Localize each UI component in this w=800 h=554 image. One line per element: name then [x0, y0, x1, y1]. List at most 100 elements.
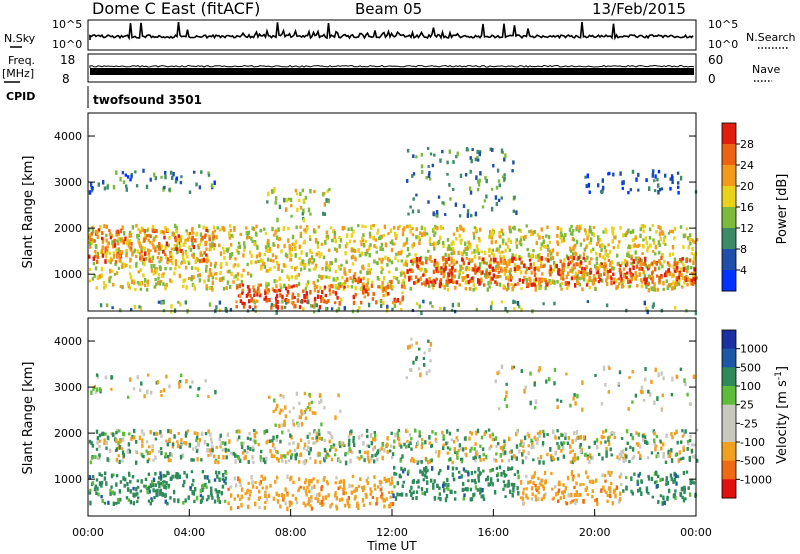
range-time-cell [448, 149, 451, 154]
range-time-cell [448, 183, 451, 187]
range-time-cell [429, 242, 432, 247]
range-time-cell [664, 460, 668, 464]
range-time-cell [606, 275, 609, 280]
nsky-panel: N.Sky 10^5 10^0 10^5 10^0 N.Search [4, 18, 796, 51]
range-time-cell [194, 445, 198, 450]
range-time-cell [640, 284, 644, 288]
range-time-cell [390, 476, 393, 480]
range-time-cell [157, 300, 161, 304]
range-time-cell [564, 432, 567, 437]
range-time-cell [359, 270, 362, 274]
range-time-cell [477, 251, 480, 256]
range-time-cell [116, 254, 119, 259]
range-time-cell [569, 255, 573, 259]
velocity-colorbar-label: Velocity [m s-1] [774, 366, 790, 464]
range-time-cell [450, 259, 453, 265]
range-time-cell [606, 493, 609, 498]
range-time-cell [310, 478, 313, 484]
range-time-cell [237, 245, 240, 249]
range-time-cell [129, 499, 133, 505]
range-time-cell [227, 487, 230, 491]
range-time-cell [154, 489, 158, 493]
range-time-cell [446, 246, 450, 252]
range-time-cell [518, 240, 522, 245]
range-time-cell [276, 260, 279, 266]
range-time-cell [473, 447, 476, 451]
colorbar-swatch [722, 442, 736, 462]
range-time-cell [322, 211, 325, 216]
range-time-cell [483, 283, 486, 287]
range-time-cell [657, 190, 660, 195]
range-time-cell [488, 260, 492, 265]
range-time-cell [677, 185, 680, 189]
range-time-cell [329, 504, 332, 509]
range-time-cell [290, 455, 293, 460]
range-time-cell [627, 250, 630, 254]
range-time-cell [579, 242, 583, 247]
range-time-cell [438, 486, 441, 490]
range-time-cell [634, 270, 637, 276]
range-time-cell [407, 443, 411, 448]
range-time-cell [442, 434, 445, 440]
range-time-cell [515, 456, 518, 461]
range-time-cell [540, 227, 543, 232]
range-time-cell [507, 458, 511, 463]
range-time-cell [331, 436, 334, 440]
range-time-cell [401, 295, 405, 300]
range-time-cell [187, 260, 190, 264]
range-time-cell [176, 440, 179, 444]
range-time-cell [420, 282, 424, 286]
range-time-cell [433, 263, 436, 267]
range-time-cell [247, 292, 250, 297]
range-time-cell [100, 249, 104, 254]
range-time-cell [323, 448, 327, 453]
range-time-cell [439, 496, 442, 502]
range-time-cell [513, 473, 517, 477]
range-time-cell [116, 497, 120, 502]
range-time-cell [105, 481, 108, 486]
range-time-cell [508, 225, 511, 231]
range-time-cell [218, 489, 221, 494]
range-time-cell [435, 277, 439, 281]
range-time-cell [440, 266, 443, 270]
range-time-cell [482, 494, 485, 499]
range-time-cell [544, 279, 548, 284]
range-time-cell [139, 287, 142, 291]
range-time-cell [562, 483, 565, 487]
range-time-cell [266, 257, 270, 262]
range-time-cell [253, 242, 256, 246]
range-time-cell [193, 431, 196, 435]
range-time-cell [539, 246, 542, 251]
range-time-cell [561, 273, 564, 278]
range-time-cell [618, 475, 621, 479]
range-time-cell [436, 261, 439, 265]
range-time-cell [334, 239, 338, 244]
range-time-cell [166, 442, 169, 447]
range-time-cell [173, 247, 176, 252]
range-time-cell [90, 441, 93, 446]
range-time-cell [662, 442, 665, 447]
range-time-cell [281, 423, 284, 428]
range-time-cell [547, 258, 550, 263]
range-time-cell [576, 224, 579, 230]
range-time-cell [534, 284, 538, 289]
range-time-cell [302, 208, 305, 214]
range-time-cell [380, 303, 383, 309]
range-time-cell [95, 429, 99, 434]
range-time-cell [609, 473, 612, 477]
range-time-cell [353, 239, 356, 243]
range-time-cell [438, 283, 442, 289]
range-time-cell [674, 473, 678, 479]
range-time-cell [639, 453, 642, 458]
range-time-cell [385, 478, 388, 484]
range-time-cell [254, 501, 257, 507]
range-time-cell [192, 255, 195, 259]
range-time-cell [157, 273, 160, 277]
range-time-cell [604, 261, 607, 266]
range-time-cell [425, 475, 428, 479]
range-time-cell [308, 402, 311, 406]
range-time-cell [206, 475, 209, 480]
range-time-cell [253, 300, 256, 305]
range-time-cell [358, 449, 361, 454]
